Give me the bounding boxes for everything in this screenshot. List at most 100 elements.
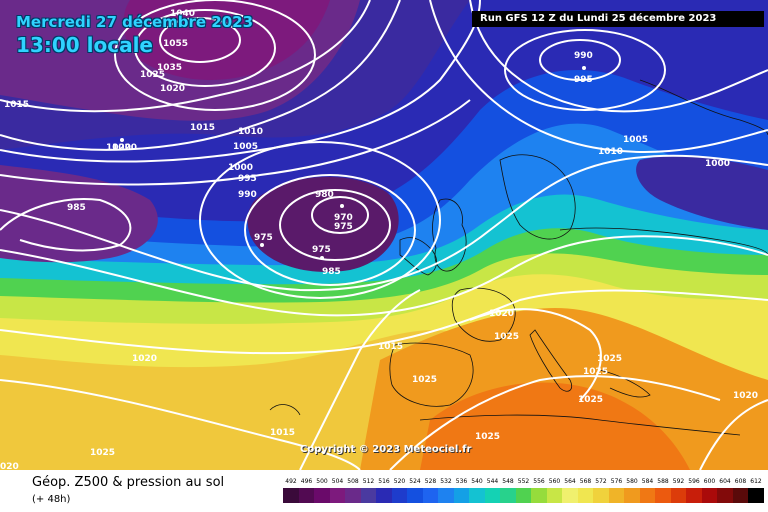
legend-tick-label: 532 [440,478,452,485]
italy-orange [508,326,610,375]
legend-color-cell [670,488,686,503]
africa-orange [420,382,690,470]
pressure-label: 1005 [233,142,258,152]
pressure-label: 1015 [4,100,29,110]
legend-tick-label: 544 [486,478,499,485]
legend-color-cell [484,488,500,503]
isobar-990-ne [539,39,621,81]
pressure-label: 990 [238,190,257,200]
pressure-label: 1020 [160,84,185,94]
pressure-label: 1000 [705,159,730,169]
pressure-label: 1015 [270,428,295,438]
legend-tick-label: 548 [502,478,514,485]
legend-color-cell [500,488,516,503]
pressure-label: 975 [254,233,273,243]
pressure-label: 970 [334,213,353,223]
isobar-1025-med [389,375,721,470]
isobar-1015-north [0,0,401,151]
legend-tick-label: 608 [734,478,747,485]
forecast-date: Mercredi 27 décembre 2023 [16,13,254,31]
pressure-label: 1025 [475,432,500,442]
low-centre-marker [340,204,344,208]
isobar-1020-mid [0,289,768,355]
pressure-label: 975 [312,245,331,255]
legend-color-cell [469,488,485,503]
coastlines [269,79,768,436]
legend-color-cell [577,488,593,503]
isobar-1000 [0,0,481,163]
legend-color-cell [376,488,392,503]
legend-tick-label: 540 [471,478,483,485]
forecast-time: 13:00 locale [16,33,153,57]
isobar-1020-north [0,0,371,113]
legend-tick-label: 568 [579,478,592,485]
legend-tick-label: 520 [393,478,406,485]
legend-tick-label: 560 [548,478,561,485]
legend-color-cell [515,488,531,503]
lead-time: (+ 48h) [32,494,71,505]
pressure-label: 1015 [190,123,215,133]
legend-tick-label: 592 [672,478,685,485]
legend-color-cell [546,488,562,503]
centre-markers [120,66,586,260]
isobar-985-west [0,198,132,252]
pressure-labels: 1015 1020 1055 1040 1035 1025 1020 1015 … [0,9,758,470]
greece-coast [599,369,651,398]
pressure-label: 1025 [140,70,165,80]
pressure-label: 1020 [112,143,137,153]
legend-color-cell [655,488,671,503]
pressure-label: 1015 [378,342,403,352]
atlantic-low-purple [247,176,399,272]
north-africa-coast [419,414,741,436]
russia-arctic-coast [639,79,768,136]
pressure-label: 1000 [228,163,253,173]
legend-tick-label: 580 [626,478,638,485]
legend-color-cell [422,488,438,503]
legend-tick-label: 536 [455,478,468,485]
isobar-1020-se [699,399,768,470]
legend-color-cell [283,488,299,503]
legend-tick-label: 572 [595,478,607,485]
pressure-label: 990 [574,51,593,61]
pressure-label: 1020 [733,391,758,401]
pressure-label: 1025 [412,375,437,385]
legend-tick-label: 496 [300,478,313,485]
legend-color-cell [639,488,655,503]
ireland-coast [399,237,437,276]
isobar-995-ne [504,29,666,111]
product-title: Géop. Z500 & pression au sol [32,475,225,490]
pressure-label: 980 [315,190,334,200]
baltic-coast [559,227,768,256]
pressure-label: 1025 [583,367,608,377]
high-centre-marker [120,138,124,142]
isobar-970 [311,196,369,234]
legend-tick-label: 528 [424,478,437,485]
east-indigo [636,155,768,230]
pressure-label: 1020 [489,309,514,319]
legend-tick-label: 512 [362,478,375,485]
legend-tick-label: 588 [657,478,669,485]
legend-tick-label: 604 [719,478,731,485]
isobar-1005-ne [429,0,768,153]
legend-color-cell [608,488,624,503]
legend-color-cell [701,488,717,503]
pressure-label: 1010 [598,147,623,157]
pressure-label: 995 [574,75,593,85]
legend-color-cell [624,488,640,503]
legend-color-cell [407,488,423,503]
scandinavia-coast [499,154,576,240]
low-centre-marker [320,256,324,260]
pressure-label: 1020 [132,354,157,364]
legend-tick-label: 524 [409,478,421,485]
legend-color-cell [345,488,361,503]
isobars [0,0,768,470]
legend-tick-label: 600 [703,478,716,485]
legend-color-cell [438,488,454,503]
legend-tick-label: 552 [517,478,530,485]
legend-color-cell [360,488,376,503]
pressure-label: 1055 [163,39,188,49]
legend-color-cell [593,488,609,503]
pressure-label-west: 1020 [106,143,131,153]
legend-color-cell [748,488,764,503]
pressure-label: 1010 [238,127,263,137]
